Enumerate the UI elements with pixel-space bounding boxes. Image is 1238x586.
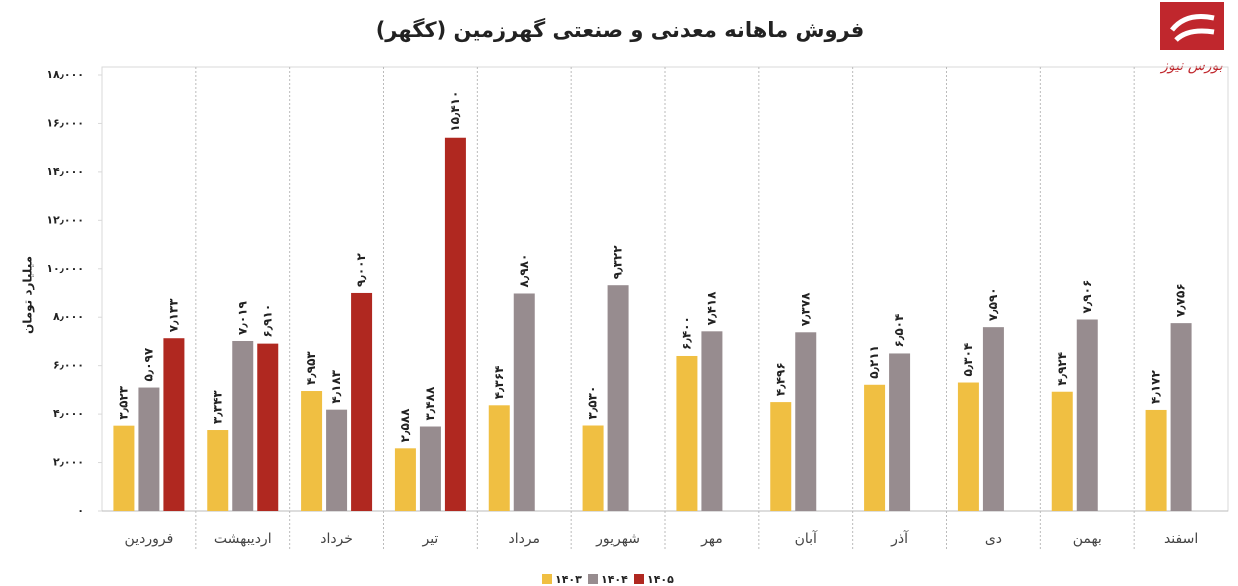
bar (770, 402, 792, 511)
legend-swatch (588, 574, 598, 584)
data-label: ۴٫۹۲۴ (1055, 352, 1069, 386)
bar (351, 292, 373, 511)
x-tick-label: خرداد (320, 531, 353, 547)
bar (676, 355, 698, 511)
x-tick-label: آبان (795, 530, 818, 547)
y-tick-label: ۱۴٫۰۰۰ (46, 165, 84, 178)
bar (1170, 323, 1192, 511)
data-label: ۷٫۰۱۹ (235, 301, 249, 335)
bar (207, 430, 229, 511)
bar (113, 425, 135, 511)
data-label: ۶٫۵۰۴ (892, 314, 906, 348)
bar (1145, 409, 1167, 511)
bar (444, 137, 466, 512)
data-label: ۳٫۵۳۰ (586, 386, 600, 420)
y-tick-label: ۱۲٫۰۰۰ (46, 213, 84, 226)
data-label: ۴٫۴۹۶ (773, 362, 787, 396)
x-tick-label: آذر (890, 530, 909, 547)
bar (607, 285, 629, 511)
data-label: ۷٫۴۱۸ (704, 291, 718, 325)
bar (795, 332, 817, 511)
logo: بورس نیوز (1159, 2, 1224, 74)
y-tick-label: ۸٫۰۰۰ (53, 310, 84, 323)
bar (326, 409, 348, 511)
legend-swatch (634, 574, 644, 584)
y-axis-label: میلیارد تومان (21, 256, 36, 334)
data-label: ۷٫۳۷۸ (798, 292, 812, 326)
y-tick-label: ۶٫۰۰۰ (53, 359, 84, 372)
y-tick-label: ۴٫۰۰۰ (53, 407, 84, 420)
chart-title: فروش ماهانه معدنی و صنعتی گهرزمین (کگهر) (376, 17, 865, 42)
bar (582, 425, 604, 511)
legend-label: ۱۴۰۴ (601, 573, 628, 586)
data-label: ۴٫۳۶۴ (492, 366, 506, 400)
x-tick-label: بهمن (1073, 531, 1102, 547)
x-tick-label: دی (985, 531, 1002, 547)
data-label: ۳٫۵۲۳ (116, 385, 130, 419)
bar (257, 343, 279, 511)
bar (982, 327, 1004, 511)
bar (138, 387, 160, 511)
data-label: ۷٫۹۰۶ (1080, 280, 1094, 314)
data-label: ۹٫۳۲۲ (611, 245, 625, 279)
data-label: ۴٫۱۷۲ (1149, 369, 1163, 403)
y-tick-label: ۰ (77, 504, 84, 517)
bar (301, 391, 323, 511)
bar (864, 384, 886, 511)
logo-text: بورس نیوز (1159, 58, 1223, 74)
x-tick-label: شهریور (595, 531, 640, 547)
data-label: ۷٫۷۵۶ (1174, 283, 1188, 317)
logo-mark (1160, 2, 1224, 50)
bar (232, 340, 254, 511)
legend-label: ۱۴۰۵ (647, 573, 674, 586)
x-tick-label: مهر (700, 531, 723, 547)
bar (513, 293, 535, 511)
bar (163, 338, 185, 511)
y-tick-label: ۲٫۰۰۰ (53, 456, 84, 469)
logo-swoosh (1170, 14, 1215, 42)
data-label: ۷٫۵۹۰ (986, 287, 1000, 321)
data-label: ۶٫۴۰۰ (679, 316, 693, 350)
bar (394, 448, 416, 511)
y-tick-label: ۱۰٫۰۰۰ (46, 262, 84, 275)
data-label: ۵٫۰۹۷ (141, 347, 155, 381)
data-label: ۴٫۹۵۳ (304, 351, 318, 385)
data-label: ۷٫۱۳۳ (166, 298, 180, 332)
x-tick-label: مرداد (508, 531, 540, 547)
bar (957, 382, 979, 511)
legend-label: ۱۴۰۳ (555, 573, 582, 586)
data-label: ۸٫۹۸۰ (517, 254, 531, 288)
x-tick-label: فروردین (125, 531, 174, 547)
x-tick-label: تیر (421, 531, 438, 547)
legend-swatch (542, 574, 552, 584)
data-label: ۵٫۲۱۱ (867, 345, 881, 379)
bar (488, 405, 510, 511)
data-label: ۹٫۰۰۲ (354, 252, 368, 286)
x-tick-label: اسفند (1164, 531, 1198, 547)
data-label: ۶٫۹۱۰ (260, 304, 274, 338)
y-tick-label: ۱۸٫۰۰۰ (46, 68, 84, 81)
bar (1051, 391, 1073, 511)
y-tick-label: ۱۶٫۰۰۰ (46, 116, 84, 129)
data-label: ۲٫۵۸۸ (398, 408, 412, 442)
bar (419, 426, 441, 511)
data-label: ۴٫۱۸۳ (329, 369, 343, 403)
data-label: ۱۵٫۴۱۰ (448, 91, 462, 132)
data-label: ۳٫۴۸۸ (423, 386, 437, 420)
bar (889, 353, 911, 511)
bar (701, 331, 723, 511)
data-label: ۳٫۳۴۳ (210, 390, 224, 424)
bar (1076, 319, 1098, 511)
data-label: ۵٫۳۰۴ (961, 343, 975, 377)
x-tick-label: اردیبهشت (214, 531, 272, 547)
